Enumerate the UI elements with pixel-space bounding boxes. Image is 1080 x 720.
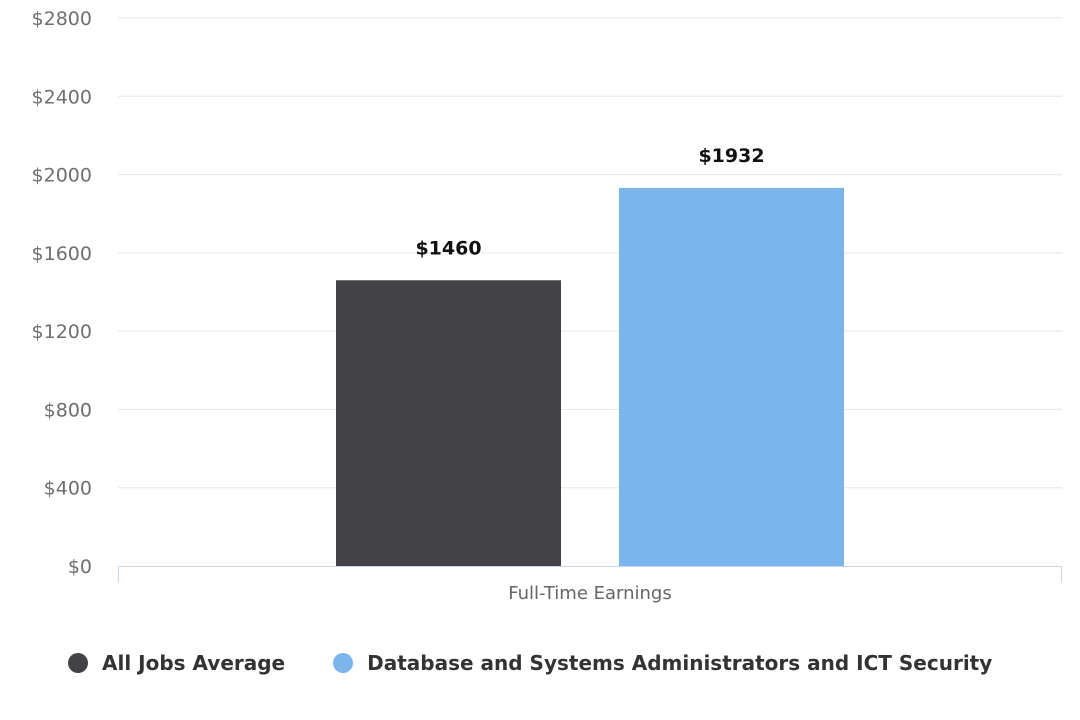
bar-all-jobs-average[interactable] xyxy=(336,280,561,566)
data-labels: $1460 $1932 xyxy=(415,145,764,259)
legend: All Jobs Average Database and Systems Ad… xyxy=(68,648,992,678)
y-tick-label: $1200 xyxy=(32,321,92,343)
legend-marker-database-admins xyxy=(333,653,354,673)
data-label-database-admins: $1932 xyxy=(698,145,764,167)
legend-marker-all-jobs-average xyxy=(68,653,88,673)
legend-label-database-admins: Database and Systems Administrators and … xyxy=(367,651,993,675)
y-tick-label: $1600 xyxy=(32,243,92,265)
bar-chart: $0 $400 $800 $1200 $1600 $2000 $2400 $2800 $146… xyxy=(32,8,1062,604)
data-label-all-jobs-average: $1460 xyxy=(415,237,481,259)
y-tick-label: $2400 xyxy=(32,86,92,108)
bar-database-admins[interactable] xyxy=(619,187,844,566)
grid-lines xyxy=(118,17,1062,489)
y-tick-label: $2000 xyxy=(32,165,92,187)
legend-item-database-admins[interactable]: Database and Systems Administrators and … xyxy=(333,651,992,675)
y-tick-label: $2800 xyxy=(32,8,92,30)
y-tick-label: $0 xyxy=(68,556,92,578)
y-tick-label: $400 xyxy=(44,478,92,500)
x-axis: Full-Time Earnings xyxy=(118,566,1062,604)
bars xyxy=(336,187,844,566)
y-tick-label: $800 xyxy=(44,399,92,421)
y-axis-tick-labels: $0 $400 $800 $1200 $1600 $2000 $2400 $2800 xyxy=(32,8,92,578)
x-category-label: Full-Time Earnings xyxy=(508,583,672,604)
legend-item-all-jobs-average[interactable]: All Jobs Average xyxy=(68,651,285,675)
legend-label-all-jobs-average: All Jobs Average xyxy=(102,651,286,675)
